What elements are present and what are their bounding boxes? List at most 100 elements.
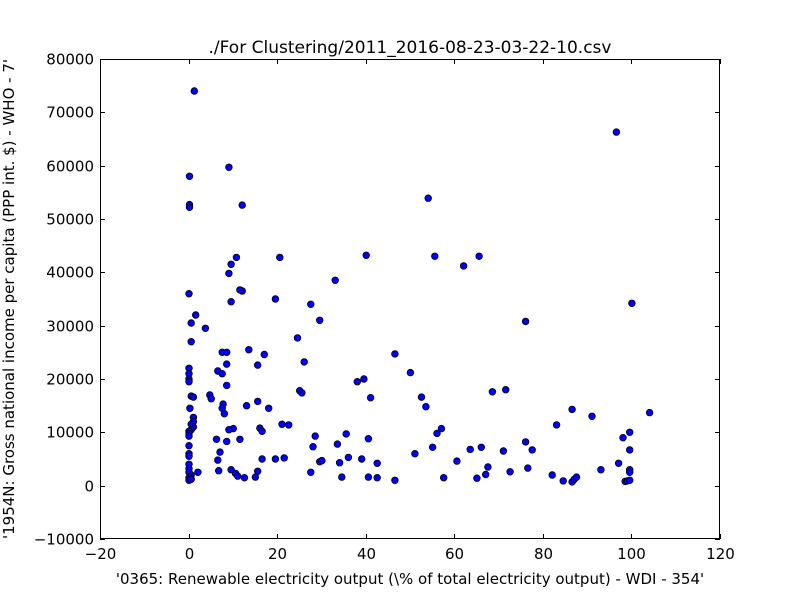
data-point [338, 473, 346, 481]
data-point [614, 459, 623, 467]
data-point [222, 381, 231, 390]
data-point [190, 87, 198, 95]
data-point [362, 251, 370, 259]
y-tick-label: 70000 [46, 104, 94, 122]
y-tick-label: 0 [84, 478, 94, 496]
data-point [335, 459, 344, 467]
x-tick-label: 100 [617, 545, 646, 563]
data-point [271, 455, 280, 463]
data-point [185, 452, 193, 460]
data-point [466, 445, 474, 454]
data-point [568, 405, 576, 414]
data-point [502, 386, 510, 394]
y-tick-label: 20000 [46, 371, 94, 389]
y-tick-label: 40000 [46, 264, 94, 282]
data-point [364, 473, 373, 481]
data-point [189, 393, 198, 401]
data-point [227, 298, 235, 306]
data-point [185, 432, 193, 440]
data-point [626, 446, 634, 454]
data-point [187, 338, 195, 346]
data-point [225, 426, 233, 434]
data-point [628, 299, 636, 307]
y-tick-label: 10000 [46, 424, 94, 442]
data-point [626, 476, 634, 484]
data-point [473, 474, 481, 482]
data-point [344, 453, 353, 462]
data-point [521, 438, 530, 446]
y-tick-label: 60000 [46, 158, 94, 176]
data-point [258, 427, 266, 435]
x-axis-label: '0365: Renewable electricity output (\% … [116, 570, 704, 588]
data-point [276, 253, 284, 262]
data-point [342, 430, 350, 438]
data-point [411, 450, 419, 458]
points-layer [185, 87, 654, 486]
data-point [222, 360, 231, 368]
data-point [300, 358, 308, 366]
data-point [488, 388, 497, 396]
chart-title: ./For Clustering/2011_2016-08-23-03-22-1… [209, 38, 612, 58]
data-point [406, 368, 415, 377]
data-point [311, 432, 319, 440]
data-point [475, 252, 483, 260]
data-point [265, 404, 273, 412]
data-point [298, 389, 306, 397]
data-point [214, 467, 223, 475]
data-point [212, 435, 221, 443]
data-point [353, 378, 361, 386]
data-point [459, 262, 468, 270]
data-point [225, 269, 233, 278]
x-tick-label: 120 [706, 545, 735, 563]
data-point [391, 350, 399, 358]
data-point [499, 447, 508, 455]
data-point [254, 361, 262, 369]
data-point [251, 473, 260, 481]
y-tick-label: −10000 [34, 531, 94, 549]
data-point [521, 317, 530, 326]
data-point [316, 316, 324, 324]
data-point [391, 476, 399, 484]
data-point [285, 421, 293, 429]
data-point [254, 397, 262, 406]
data-point [619, 434, 627, 442]
data-point [307, 300, 315, 308]
data-point [191, 311, 200, 319]
data-point [453, 457, 461, 465]
data-point [238, 201, 246, 209]
x-tick-label: 0 [185, 545, 195, 563]
x-tick-label: 60 [445, 545, 464, 563]
data-point [185, 290, 193, 298]
y-tick-label: 50000 [46, 211, 94, 229]
data-point [185, 172, 194, 180]
data-point [424, 194, 432, 202]
data-point [293, 334, 302, 342]
data-point [225, 163, 233, 171]
data-point [207, 395, 215, 403]
data-point [278, 420, 286, 428]
plot-frame [100, 59, 720, 539]
y-axis-label: '1954N: Gross national income per capita… [0, 59, 18, 539]
data-point [222, 348, 231, 356]
data-point [271, 295, 280, 303]
y-tick-label: 80000 [46, 51, 94, 69]
data-point [482, 470, 490, 479]
data-point [240, 474, 249, 482]
data-point [559, 477, 567, 485]
data-point [185, 203, 194, 211]
y-tick-label: 30000 [46, 318, 94, 336]
data-point [187, 319, 195, 327]
data-point [185, 378, 193, 386]
x-tick-label: −20 [85, 545, 117, 563]
data-point [612, 128, 621, 136]
data-point [216, 448, 224, 456]
data-point [588, 412, 596, 420]
data-point [242, 402, 251, 410]
data-point [597, 466, 605, 474]
data-point [528, 446, 536, 454]
data-point [331, 276, 339, 284]
ticks-layer: −20 0 20 40 60 80 100 120 −10000 0 10000 20000 30000… [34, 51, 735, 564]
data-point [309, 443, 317, 451]
data-point [307, 468, 315, 476]
